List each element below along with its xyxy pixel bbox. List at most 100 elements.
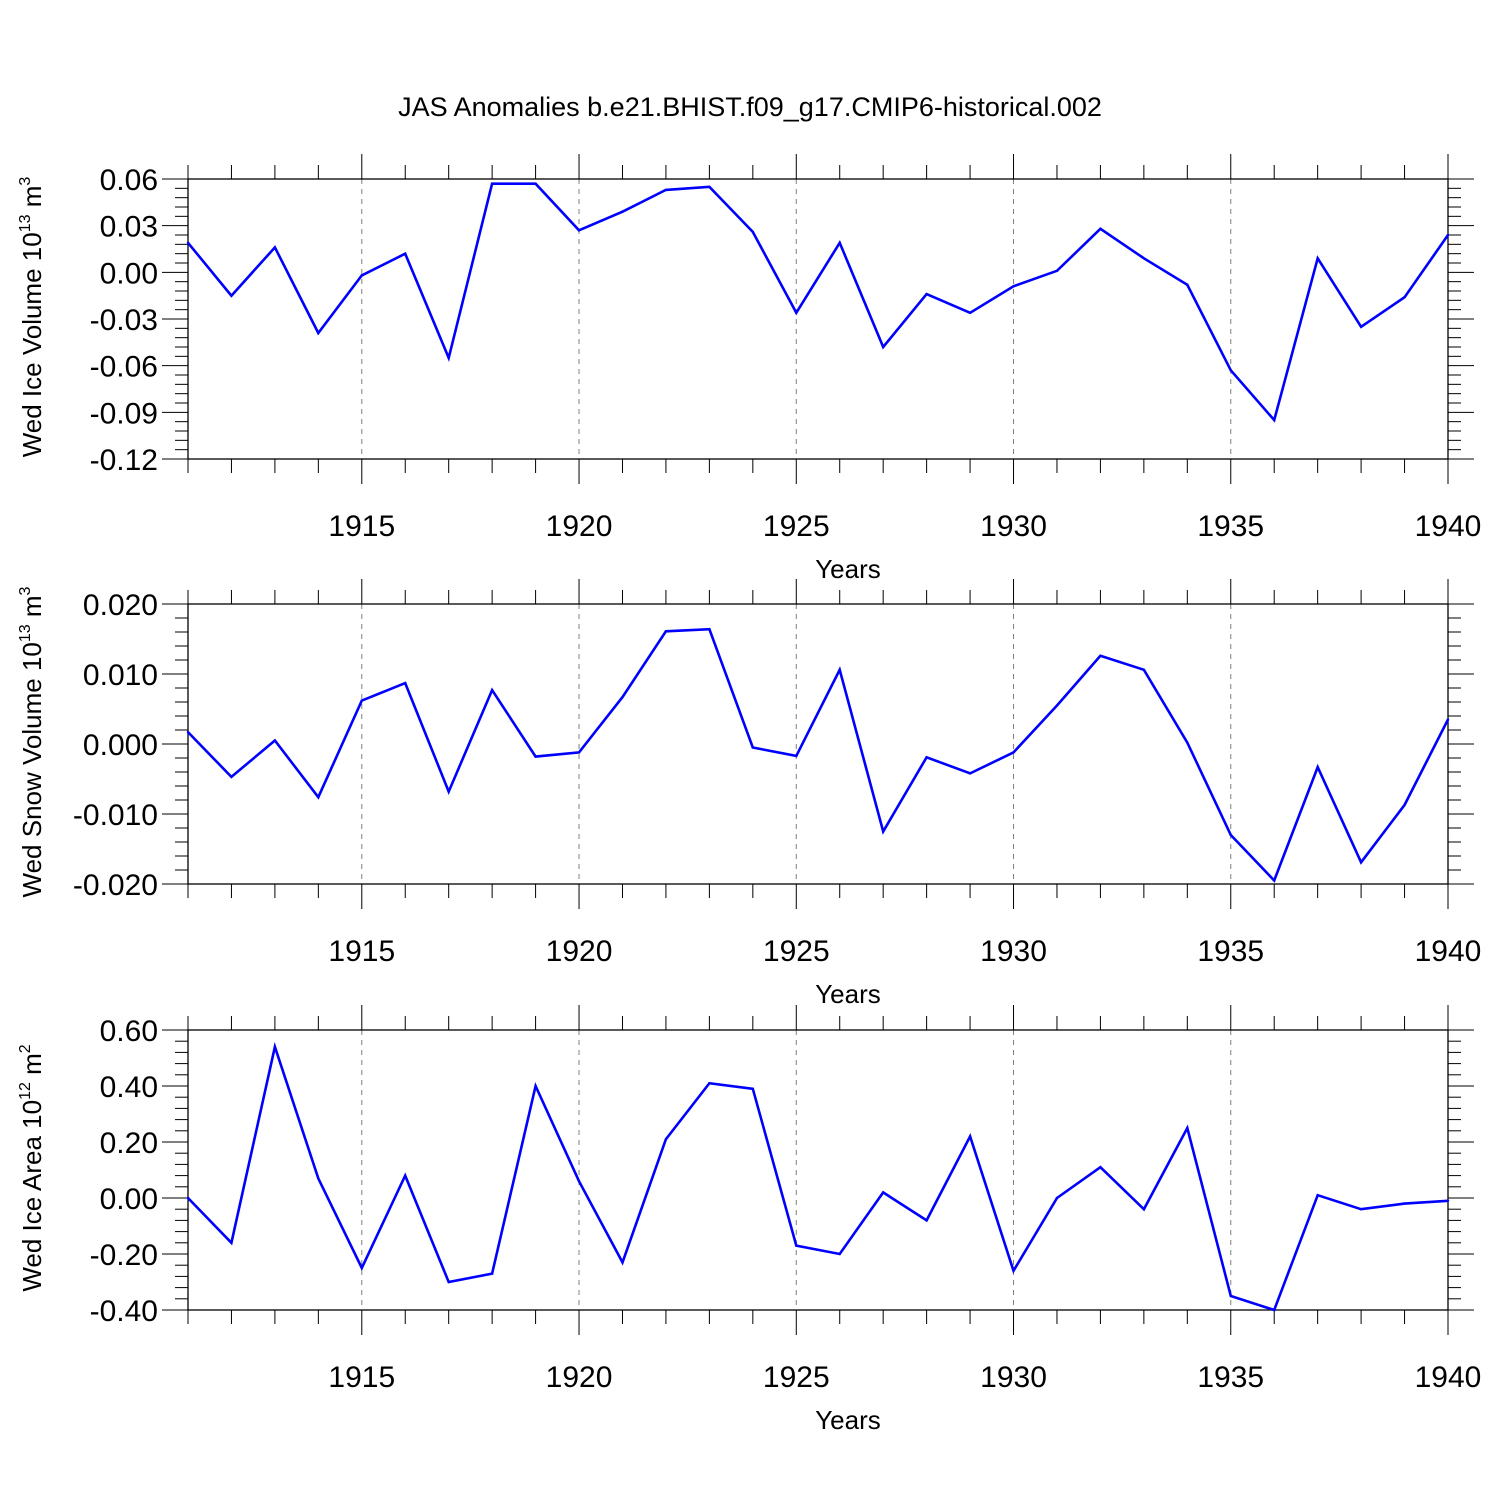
y-tick-label: -0.06 <box>90 351 158 384</box>
x-tick-label: 1930 <box>980 510 1047 543</box>
data-point-1929 <box>968 1135 972 1138</box>
data-point-1924 <box>751 1087 755 1091</box>
data-point-1923 <box>708 628 711 631</box>
data-point-1938 <box>1359 861 1363 864</box>
data-point-1926 <box>838 1252 841 1256</box>
data-point-1939 <box>1403 1202 1406 1205</box>
data-point-1911 <box>186 730 190 734</box>
data-point-1922 <box>664 188 668 192</box>
x-tick-label: 1930 <box>980 935 1047 968</box>
y-axis-label-text: Wed Ice Area 10 <box>17 1100 47 1292</box>
chart-panel-3: 0.60 0.40 0.20 0.00 -0.20 -0.40 1915 1920 1925 19… <box>17 1005 1481 1435</box>
data-point-1934 <box>1186 283 1189 286</box>
data-point-1935 <box>1229 1294 1232 1298</box>
y-axis-label-superscript: 3 <box>17 586 34 595</box>
x-tick-label: 1925 <box>763 1361 830 1394</box>
data-point-1932 <box>1099 1166 1102 1169</box>
y-axis-label-superscript: 3 <box>17 177 34 186</box>
y-axis-label: Wed Snow Volume 1013 m3 <box>17 586 47 897</box>
data-point-1916 <box>404 681 407 685</box>
data-point-1931 <box>1055 1196 1059 1200</box>
data-point-1924 <box>751 746 755 749</box>
data-point-1926 <box>838 241 841 244</box>
data-point-1933 <box>1142 257 1146 260</box>
data-point-1919 <box>534 1084 537 1088</box>
data-point-1915 <box>360 274 363 277</box>
data-point-1919 <box>534 182 537 185</box>
data-point-1927 <box>881 830 885 833</box>
y-tick-label: 0.00 <box>100 257 158 290</box>
data-point-1917 <box>447 1280 450 1284</box>
y-tick-label: -0.20 <box>90 1239 158 1272</box>
x-tick-label: 1935 <box>1197 510 1264 543</box>
data-point-1939 <box>1403 803 1406 807</box>
x-tick-label: 1915 <box>328 1361 395 1394</box>
data-point-1937 <box>1316 765 1319 769</box>
data-point-1914 <box>317 796 320 799</box>
data-point-1917 <box>447 790 450 793</box>
data-point-1921 <box>621 210 624 213</box>
data-point-1923 <box>708 185 711 188</box>
y-tick-label: 0.20 <box>100 1127 158 1160</box>
y-axis-label-superscript: 12 <box>17 1082 34 1100</box>
y-axis-label-superscript: 13 <box>17 624 34 642</box>
data-point-1921 <box>621 695 624 699</box>
plot-frame <box>187 603 1449 885</box>
data-point-1915 <box>360 699 363 702</box>
data-point-1920 <box>577 751 581 754</box>
x-tick-label: 1940 <box>1415 510 1482 543</box>
y-axis-label-text: m <box>17 186 47 215</box>
data-point-1927 <box>881 1191 885 1194</box>
y-tick-label: -0.020 <box>73 869 158 902</box>
data-point-1924 <box>751 230 755 234</box>
x-tick-label: 1915 <box>328 510 395 543</box>
data-point-1936 <box>1273 1308 1276 1312</box>
data-point-1913 <box>273 739 277 742</box>
data-point-1937 <box>1316 257 1319 260</box>
data-point-1930 <box>1012 1269 1015 1273</box>
data-point-1940 <box>1446 718 1450 721</box>
data-point-1916 <box>404 1174 407 1177</box>
y-axis-label: Wed Ice Area 1012 m2 <box>17 1044 47 1291</box>
y-tick-label: -0.09 <box>90 397 158 430</box>
data-point-1928 <box>925 1219 928 1222</box>
data-point-1925 <box>795 311 798 314</box>
y-axis-label-text: Wed Snow Volume 10 <box>17 642 47 897</box>
y-axis-label-text: m <box>17 1053 47 1082</box>
data-point-1914 <box>317 1177 320 1180</box>
data-point-1911 <box>186 1196 190 1200</box>
x-axis-label: Years <box>815 554 881 584</box>
data-point-1940 <box>1446 1199 1450 1203</box>
data-point-1926 <box>838 668 841 671</box>
data-point-1920 <box>577 229 581 232</box>
series-line <box>187 1041 1449 1312</box>
y-tick-label: 0.00 <box>100 1183 158 1216</box>
data-point-1927 <box>881 345 885 349</box>
data-point-1938 <box>1359 325 1363 328</box>
y-tick-label: -0.03 <box>90 304 158 337</box>
y-axis-label-superscript: 13 <box>17 214 34 232</box>
x-tick-label: 1920 <box>546 935 613 968</box>
data-point-1929 <box>968 772 972 775</box>
y-axis-label: Wed Ice Volume 1013 m3 <box>17 177 47 458</box>
data-point-1937 <box>1316 1194 1319 1197</box>
data-point-1913 <box>273 1045 277 1049</box>
y-tick-label: 0.03 <box>100 211 158 244</box>
figure-title: JAS Anomalies b.e21.BHIST.f09_g17.CMIP6-… <box>398 92 1102 122</box>
plot-frame <box>187 1029 1449 1311</box>
data-point-1929 <box>968 311 972 314</box>
x-tick-label: 1935 <box>1197 935 1264 968</box>
data-point-1918 <box>490 182 494 185</box>
data-point-1936 <box>1273 879 1276 882</box>
data-point-1931 <box>1055 269 1059 272</box>
y-tick-label: 0.40 <box>100 1071 158 1104</box>
data-point-1918 <box>490 688 494 692</box>
data-point-1935 <box>1229 833 1232 837</box>
data-point-1935 <box>1229 369 1232 372</box>
x-tick-label: 1925 <box>763 935 830 968</box>
data-point-1938 <box>1359 1208 1363 1211</box>
plot-frame <box>187 178 1449 460</box>
data-point-1919 <box>534 755 537 758</box>
data-point-1932 <box>1099 227 1102 230</box>
data-point-1920 <box>577 1180 581 1183</box>
